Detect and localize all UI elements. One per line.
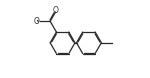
Text: O: O <box>33 17 39 26</box>
Text: O: O <box>52 6 58 15</box>
